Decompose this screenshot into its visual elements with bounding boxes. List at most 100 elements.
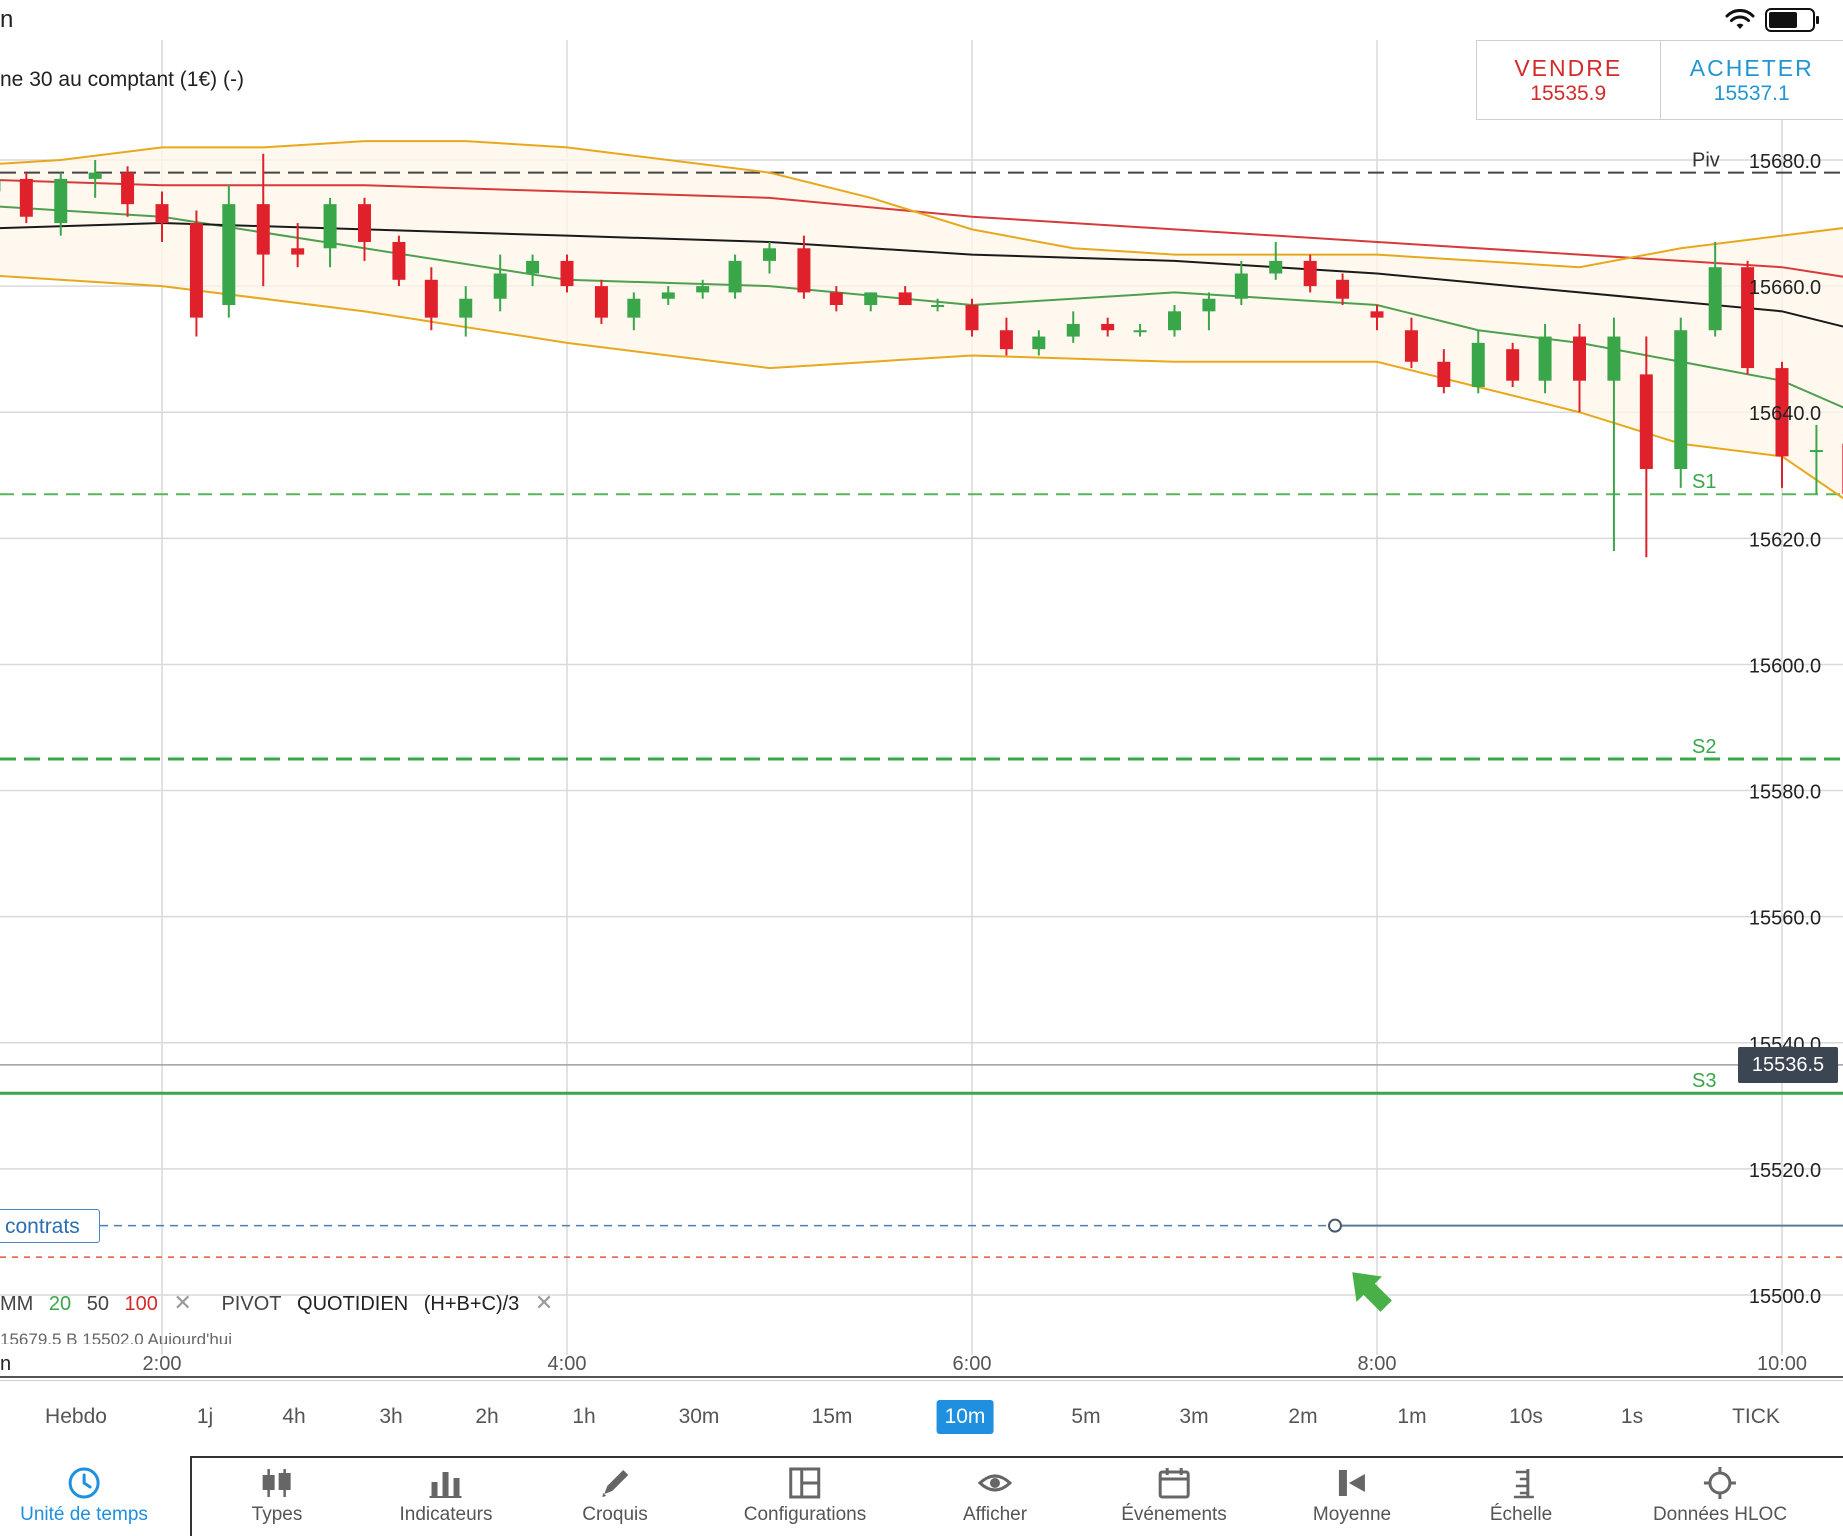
timeframe-1h[interactable]: 1h bbox=[572, 1405, 596, 1428]
candle-body bbox=[459, 298, 473, 318]
toolbar-données-hloc[interactable]: Données HLOC bbox=[1653, 1466, 1787, 1526]
candle bbox=[155, 191, 169, 242]
candle-body bbox=[931, 305, 945, 308]
timeframe-4h[interactable]: 4h bbox=[282, 1405, 306, 1428]
timeframe-10s[interactable]: 10s bbox=[1509, 1405, 1543, 1428]
toolbar-croquis[interactable]: Croquis bbox=[582, 1466, 648, 1526]
bottom-toolbar: Unité de temps Types Indicateurs Croquis Con… bbox=[0, 1456, 1843, 1536]
timeframe-5m[interactable]: 5m bbox=[1071, 1405, 1101, 1428]
candle-body bbox=[1370, 311, 1384, 318]
order-contracts-tag[interactable]: contrats bbox=[0, 1209, 100, 1243]
candle bbox=[1234, 260, 1248, 306]
toolbar-indicateurs[interactable]: Indicateurs bbox=[399, 1466, 493, 1526]
x-tick-label: 2:00 bbox=[143, 1353, 182, 1375]
order-handle bbox=[1328, 1218, 1342, 1233]
candle-body bbox=[1607, 336, 1621, 381]
toolbar-afficher[interactable]: Afficher bbox=[963, 1466, 1027, 1526]
toolbar-configurations[interactable]: Configurations bbox=[743, 1466, 867, 1526]
remove-pivot-icon[interactable]: ✕ bbox=[534, 1290, 554, 1315]
timeframe-2m[interactable]: 2m bbox=[1288, 1405, 1318, 1428]
candle bbox=[696, 279, 710, 299]
current-price-tag: 15536.5 bbox=[1738, 1047, 1838, 1083]
status-icons bbox=[1725, 8, 1819, 32]
candle bbox=[1168, 305, 1181, 337]
legend-mm-label: MM bbox=[0, 1293, 34, 1315]
toolbar-label: Échelle bbox=[1489, 1504, 1553, 1525]
candle bbox=[627, 292, 641, 331]
pivot-label-s2: S2 bbox=[1692, 736, 1716, 758]
pivot-levels: Piv S1 S2 S3 bbox=[0, 150, 1843, 1095]
toolbar-événements[interactable]: Événements bbox=[1121, 1466, 1227, 1526]
y-tick-label: 15580.0 bbox=[1749, 782, 1821, 804]
candle bbox=[898, 286, 912, 306]
candle bbox=[1741, 260, 1755, 375]
candle-body bbox=[1674, 330, 1688, 469]
candle-body bbox=[594, 286, 608, 318]
wifi-icon bbox=[1725, 9, 1755, 29]
candle-body bbox=[155, 204, 169, 224]
arrow-icon bbox=[1352, 1272, 1392, 1312]
timeframe-10m[interactable]: 10m bbox=[936, 1400, 994, 1434]
candle bbox=[965, 298, 979, 337]
candle bbox=[1775, 361, 1789, 488]
candle bbox=[19, 172, 33, 224]
hloc-legend: 15679.5 B 15502.0 Aujourd'hui bbox=[0, 1330, 232, 1344]
candle bbox=[424, 267, 438, 331]
chart-title: ne 30 au comptant (1€) (-) bbox=[0, 68, 244, 91]
candle bbox=[189, 210, 203, 337]
remove-mm-icon[interactable]: ✕ bbox=[173, 1290, 192, 1315]
timeframe-1s[interactable]: 1s bbox=[1620, 1405, 1644, 1428]
candle-body bbox=[1809, 450, 1823, 453]
candle-body bbox=[1303, 260, 1317, 287]
candle bbox=[1639, 336, 1653, 558]
candle bbox=[999, 317, 1013, 356]
candle-body bbox=[19, 178, 33, 217]
candle-body bbox=[864, 292, 878, 306]
toolbar-unité-de-temps[interactable]: Unité de temps bbox=[20, 1466, 148, 1526]
bollinger-fill bbox=[0, 141, 1843, 499]
legend-mm100: 100 bbox=[124, 1293, 158, 1315]
buy-label: ACHETER bbox=[1689, 55, 1814, 81]
timeframe-15m[interactable]: 15m bbox=[811, 1405, 853, 1428]
candle-body bbox=[661, 292, 675, 299]
candle bbox=[291, 223, 305, 268]
candle bbox=[1336, 273, 1350, 306]
toolbar-types[interactable]: Types bbox=[252, 1466, 302, 1526]
candle bbox=[1573, 323, 1586, 413]
x-axis-left-label: n bbox=[0, 1353, 11, 1375]
toolbar-label: Configurations bbox=[743, 1504, 867, 1525]
indicator-legend: MM 20 50 100 ✕ PIVOT QUOTIDIEN (H+B+C)/3… bbox=[0, 1290, 563, 1316]
sell-price: 15535.9 bbox=[1530, 82, 1607, 105]
timeframe-1m[interactable]: 1m bbox=[1397, 1405, 1427, 1428]
candle-body bbox=[1437, 361, 1451, 387]
candle bbox=[594, 279, 608, 324]
toolbar-échelle[interactable]: Échelle bbox=[1490, 1466, 1552, 1526]
toolbar-label: Unité de temps bbox=[20, 1504, 148, 1525]
timeframe-30m[interactable]: 30m bbox=[678, 1405, 720, 1428]
toolbar-label: Indicateurs bbox=[399, 1504, 493, 1525]
candle bbox=[392, 235, 406, 287]
timeframe-3h[interactable]: 3h bbox=[379, 1405, 403, 1428]
timeframe-1j[interactable]: 1j bbox=[196, 1405, 214, 1428]
pivot-label-piv: Piv bbox=[1692, 150, 1720, 172]
candle-body bbox=[358, 204, 371, 242]
candle-body bbox=[291, 248, 305, 255]
buy-button[interactable]: ACHETER 15537.1 bbox=[1659, 41, 1843, 119]
candle bbox=[1708, 241, 1722, 337]
timeframe-tick[interactable]: TICK bbox=[1732, 1405, 1780, 1428]
toolbar-label: Données HLOC bbox=[1652, 1504, 1788, 1525]
candle-body bbox=[1133, 330, 1147, 333]
candle-body bbox=[696, 286, 710, 293]
y-tick-label: 15520.0 bbox=[1749, 1160, 1821, 1182]
toolbar-label: Croquis bbox=[582, 1504, 648, 1525]
timeframe-2h[interactable]: 2h bbox=[475, 1405, 499, 1428]
marker-arrow bbox=[1352, 1272, 1392, 1312]
candle-body bbox=[392, 241, 406, 280]
toolbar-moyenne[interactable]: Moyenne bbox=[1313, 1466, 1391, 1526]
eye-icon bbox=[977, 1474, 1012, 1492]
clock-icon bbox=[68, 1467, 100, 1499]
timeframe-hebdo[interactable]: Hebdo bbox=[45, 1405, 107, 1428]
sell-button[interactable]: VENDRE 15535.9 bbox=[1477, 41, 1660, 119]
timeframe-3m[interactable]: 3m bbox=[1179, 1405, 1209, 1428]
